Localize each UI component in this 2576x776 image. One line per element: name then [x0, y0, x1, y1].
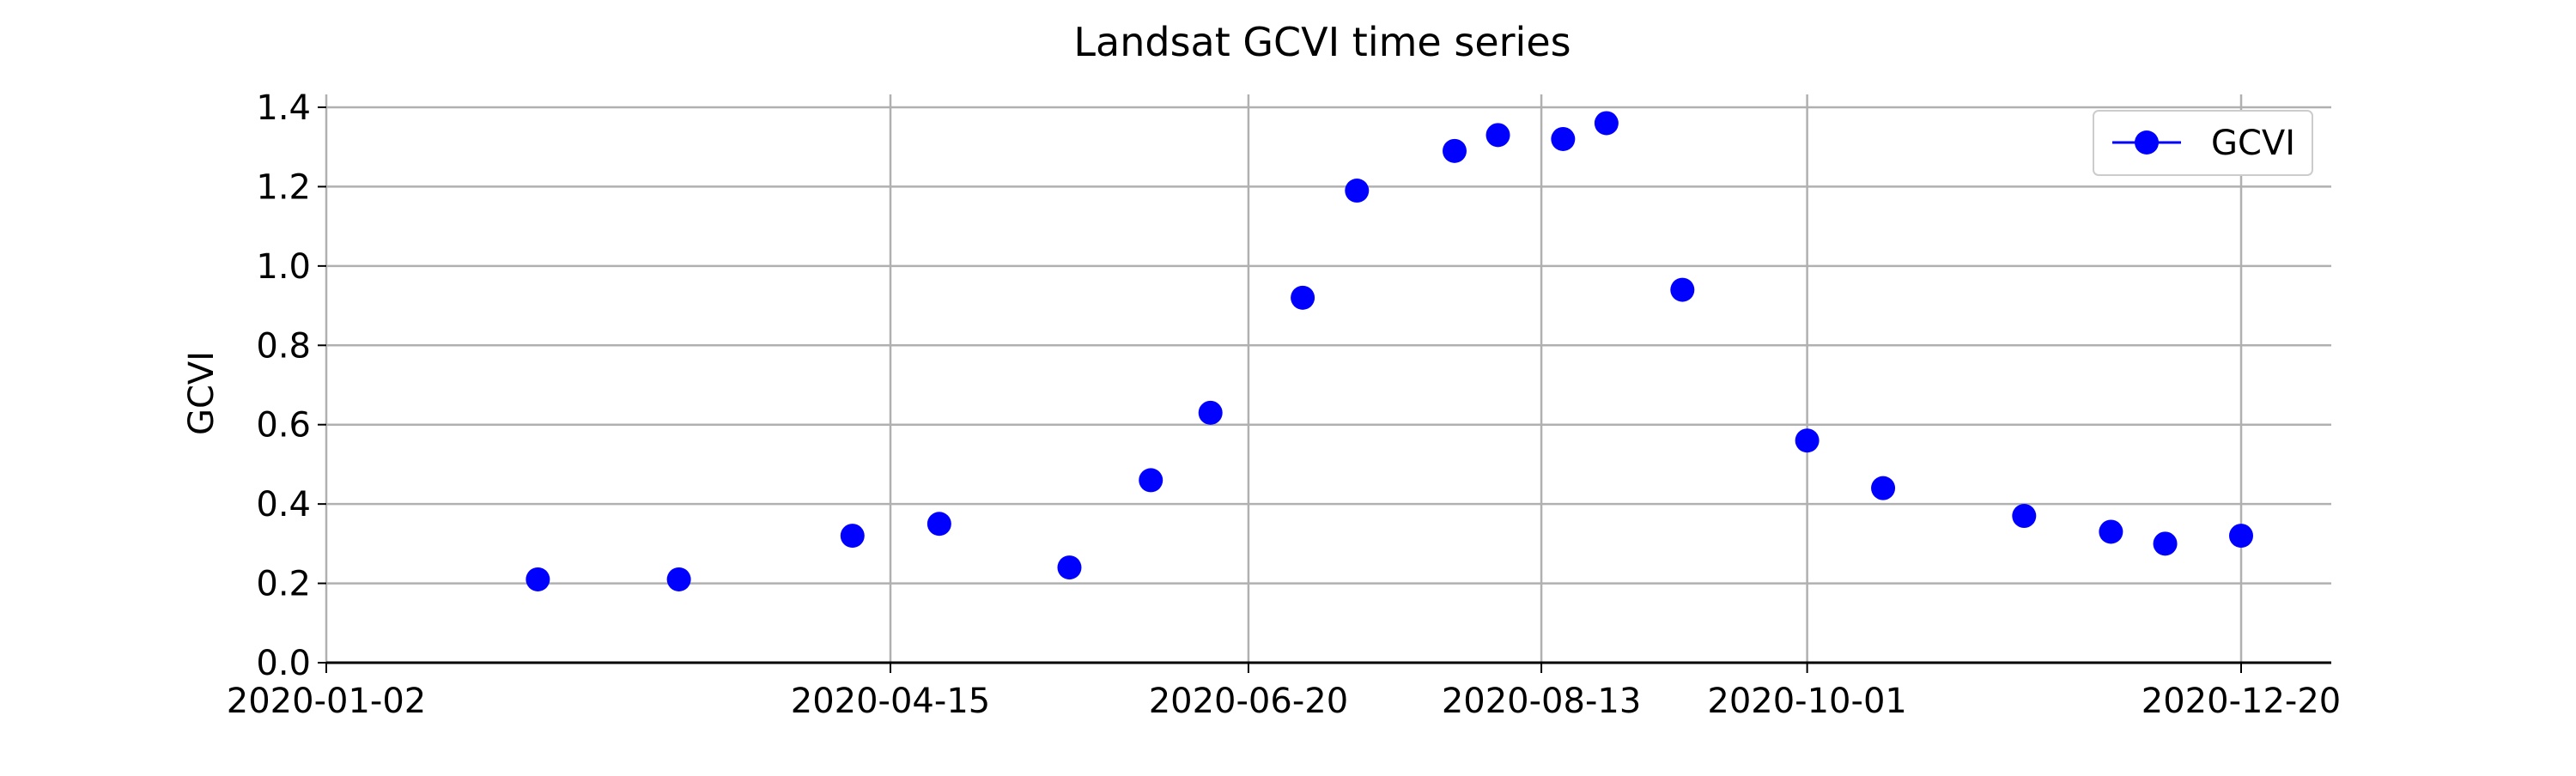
data-point — [1345, 179, 1370, 203]
data-point — [1594, 111, 1619, 136]
data-point — [2099, 519, 2123, 544]
y-tick-label: 0.4 — [256, 485, 311, 524]
y-tick-label: 0.2 — [256, 565, 311, 604]
y-tick-label: 0.6 — [256, 406, 311, 446]
data-point — [1198, 400, 1223, 425]
data-point — [927, 512, 951, 537]
legend-label: GCVI — [2211, 124, 2295, 163]
data-point — [1139, 468, 1163, 493]
y-tick-label: 1.2 — [256, 167, 311, 207]
axis-layer — [325, 94, 2331, 664]
x-tick-label: 2020-06-20 — [1149, 682, 1348, 721]
tick-layer: 0.0 0.2 0.4 0.6 0.8 1.0 1.2 1.4 2020-01-02 2020-0… — [227, 88, 2341, 721]
legend: GCVI — [2093, 110, 2313, 176]
y-tick-label: 0.0 — [256, 644, 311, 683]
y-tick-label: 0.8 — [256, 326, 311, 366]
y-axis-label: GCVI — [182, 351, 222, 435]
legend-marker — [2135, 130, 2159, 155]
data-point — [1442, 138, 1467, 163]
data-point — [2153, 531, 2178, 556]
y-tick-label: 1.0 — [256, 247, 311, 287]
data-point — [526, 567, 550, 591]
data-point — [1057, 555, 1082, 580]
data-point — [1485, 123, 1510, 148]
data-point — [666, 567, 691, 591]
data-points — [526, 111, 2253, 591]
y-tick-label: 1.4 — [256, 88, 311, 128]
x-tick-label: 2020-01-02 — [227, 682, 426, 721]
data-point — [840, 524, 865, 549]
data-point — [2229, 524, 2253, 549]
data-point — [2012, 504, 2037, 529]
x-tick-label: 2020-12-20 — [2142, 682, 2341, 721]
x-tick-label: 2020-08-13 — [1442, 682, 1641, 721]
chart-title: Landsat GCVI time series — [1073, 19, 1571, 65]
data-point — [1670, 277, 1695, 302]
data-point — [1871, 476, 1896, 500]
data-point — [1795, 428, 1820, 453]
grid-layer — [326, 94, 2331, 663]
x-tick-label: 2020-04-15 — [791, 682, 990, 721]
data-point — [1291, 285, 1315, 310]
legend-box — [2093, 110, 2313, 176]
x-tick-label: 2020-10-01 — [1707, 682, 1906, 721]
data-point — [1551, 126, 1576, 151]
